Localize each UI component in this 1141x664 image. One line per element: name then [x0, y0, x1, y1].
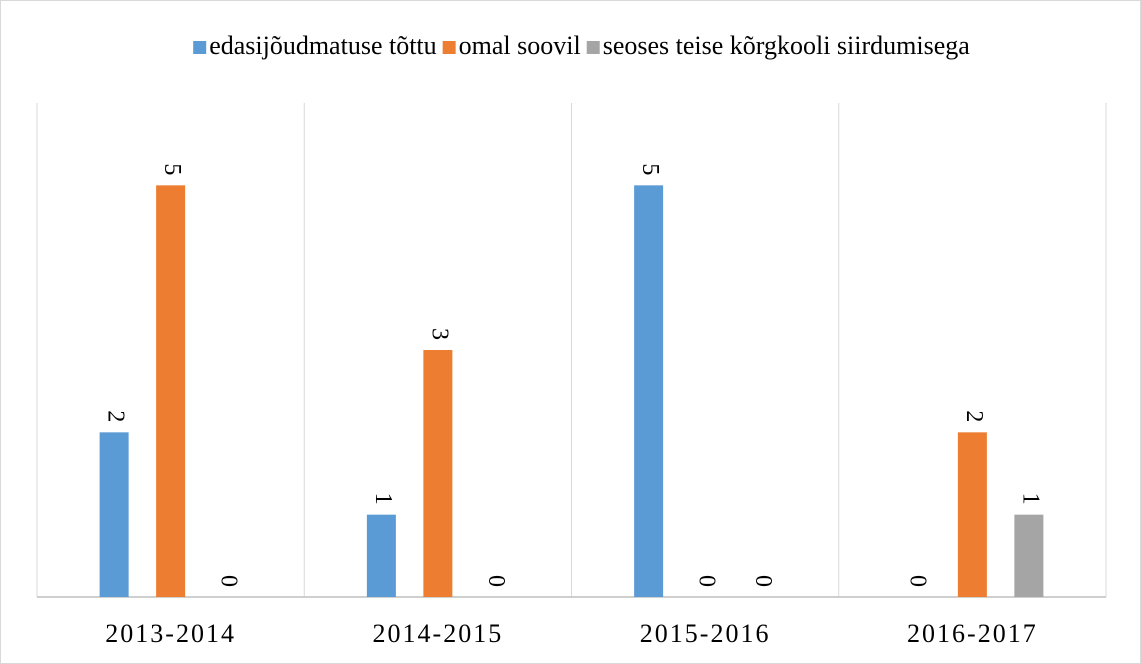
bar: [957, 432, 987, 597]
data-label: 2: [961, 410, 987, 422]
bar: [1014, 514, 1044, 597]
data-label: 1: [370, 493, 396, 505]
data-label: 0: [216, 575, 242, 587]
legend-swatch: [193, 41, 207, 54]
data-label: 0: [483, 575, 509, 587]
x-tick-label: 2016-2017: [907, 619, 1038, 648]
legend-label: edasijõudmatuse tõttu: [209, 31, 436, 60]
legend: edasijõudmatuse tõttu omal soovil seoses t…: [193, 31, 970, 60]
data-label: 0: [750, 575, 776, 587]
bar: [366, 514, 396, 597]
bar: [99, 432, 129, 597]
bar: [156, 185, 186, 598]
x-tick-label: 2015-2016: [640, 619, 771, 648]
legend-swatch: [586, 41, 600, 54]
x-tick-label: 2013-2014: [105, 619, 236, 648]
legend-label: seoses teise kõrgkooli siirdumisega: [603, 31, 971, 60]
legend-swatch: [442, 41, 456, 54]
x-tick-label: 2014-2015: [373, 619, 504, 648]
data-label: 0: [694, 575, 720, 587]
data-label: 0: [904, 575, 930, 587]
data-label: 3: [426, 328, 452, 340]
bar: [423, 350, 453, 597]
data-label: 5: [159, 163, 185, 175]
data-label: 1: [1017, 493, 1043, 505]
data-label: 5: [637, 163, 663, 175]
data-label: 2: [103, 410, 129, 422]
bar: [634, 185, 664, 598]
legend-label: omal soovil: [459, 31, 581, 60]
